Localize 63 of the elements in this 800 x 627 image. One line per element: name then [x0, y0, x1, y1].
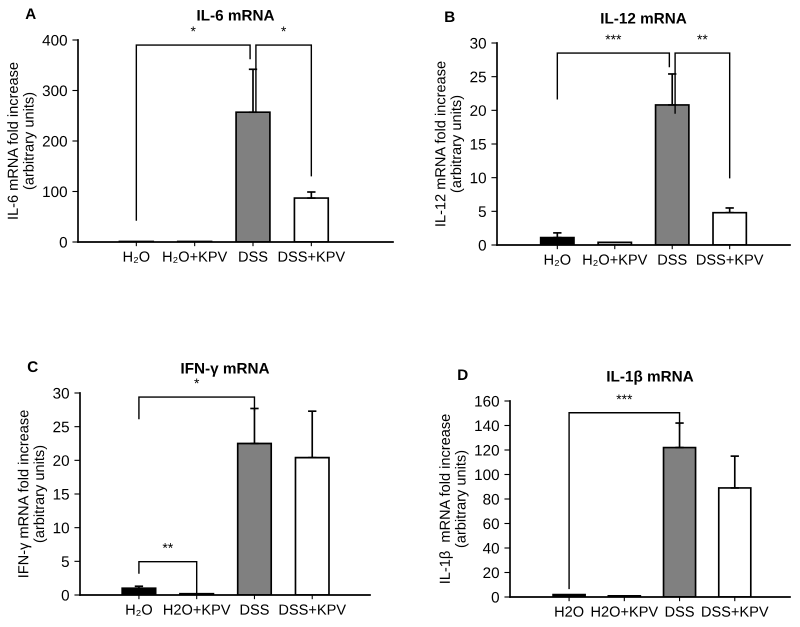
x-tick-label: DSS [666, 606, 694, 617]
y-tick-label: 200 [42, 136, 67, 147]
y-tick-label: 5 [478, 206, 486, 218]
y-tick-label: 40 [482, 542, 499, 554]
y-tick-label: 15 [54, 489, 69, 500]
x-tick-label: H₂O+KPV [163, 251, 228, 263]
y-tick-label: 120 [475, 444, 499, 456]
x-tick-label: DSS [239, 251, 268, 262]
y-axis-title: IL-1β mRNA fold increase (arbitrary units) [439, 414, 469, 583]
y-tick-label: 80 [483, 494, 499, 505]
y-tick-label: 0 [62, 590, 69, 601]
x-tick-label: DSS+KPV [278, 251, 346, 262]
y-axis-title: IL-6 mRNA fold increase (arbitrary units) [7, 62, 37, 219]
y-tick-label: 30 [470, 38, 486, 49]
annotation: ** [162, 543, 173, 548]
x-tick-label: H2O+KPV [164, 604, 230, 615]
x-tick-label: H₂O+KPV [583, 254, 648, 266]
text: B [445, 11, 455, 22]
x-tick-label: H₂O [126, 604, 152, 616]
y-tick-label: 140 [475, 420, 499, 432]
y-tick-label: 100 [43, 186, 67, 198]
text: ** [697, 34, 708, 40]
x-tick-label: DSS+KPV [697, 254, 764, 265]
y-tick-label: 10 [54, 522, 69, 534]
chart-title: IL-6 mRNA [197, 10, 274, 21]
y-tick-label: 0 [478, 240, 486, 251]
x-tick-label: DSS [240, 604, 269, 615]
x-tick-label: H2O+KPV [592, 606, 658, 617]
y-tick-label: 400 [42, 34, 67, 46]
y-tick-label: 20 [483, 567, 499, 578]
x-tick-label: H₂O [124, 251, 150, 263]
x-tick-label: DSS [658, 254, 687, 265]
y-tick-label: 5 [62, 556, 69, 568]
y-tick-label: 60 [483, 518, 499, 530]
y-tick-label: 20 [53, 455, 69, 466]
chart-title: IL-12 mRNA [601, 12, 686, 24]
text: D [458, 369, 468, 380]
y-tick-label: 25 [470, 72, 486, 82]
y-tick-label: 160 [475, 396, 499, 407]
y-tick-label: 15 [470, 139, 486, 150]
text: * [190, 26, 196, 32]
text: *** [616, 394, 632, 400]
y-tick-label: 100 [475, 469, 499, 480]
text: C [28, 361, 38, 372]
y-tick-label: 20 [470, 105, 486, 116]
x-tick-label: H2O [555, 606, 584, 617]
chart-title: IL-1β mRNA [607, 370, 694, 385]
x-tick-label: DSS+KPV [280, 604, 346, 615]
y-axis-title: IFN-γ mRNA fold increase (arbitrary units) [18, 410, 48, 577]
x-tick-label: H₂O [544, 254, 570, 266]
y-axis-title: IL-12 mRNA fold increase (arbitrary units) [434, 62, 464, 226]
y-tick-label: 25 [53, 422, 69, 432]
x-tick-label: DSS+KPV [702, 606, 769, 617]
text: *** [605, 34, 622, 40]
y-tick-label: 10 [470, 172, 486, 184]
chart-title: IFN-γ mRNA [181, 363, 270, 377]
y-tick-label: 0 [60, 236, 67, 248]
text: * [194, 378, 200, 384]
y-tick-label: 30 [53, 388, 69, 399]
y-tick-label: 300 [42, 85, 67, 96]
text: * [281, 26, 286, 32]
text: A [26, 8, 36, 19]
y-tick-label: 0 [492, 592, 499, 603]
